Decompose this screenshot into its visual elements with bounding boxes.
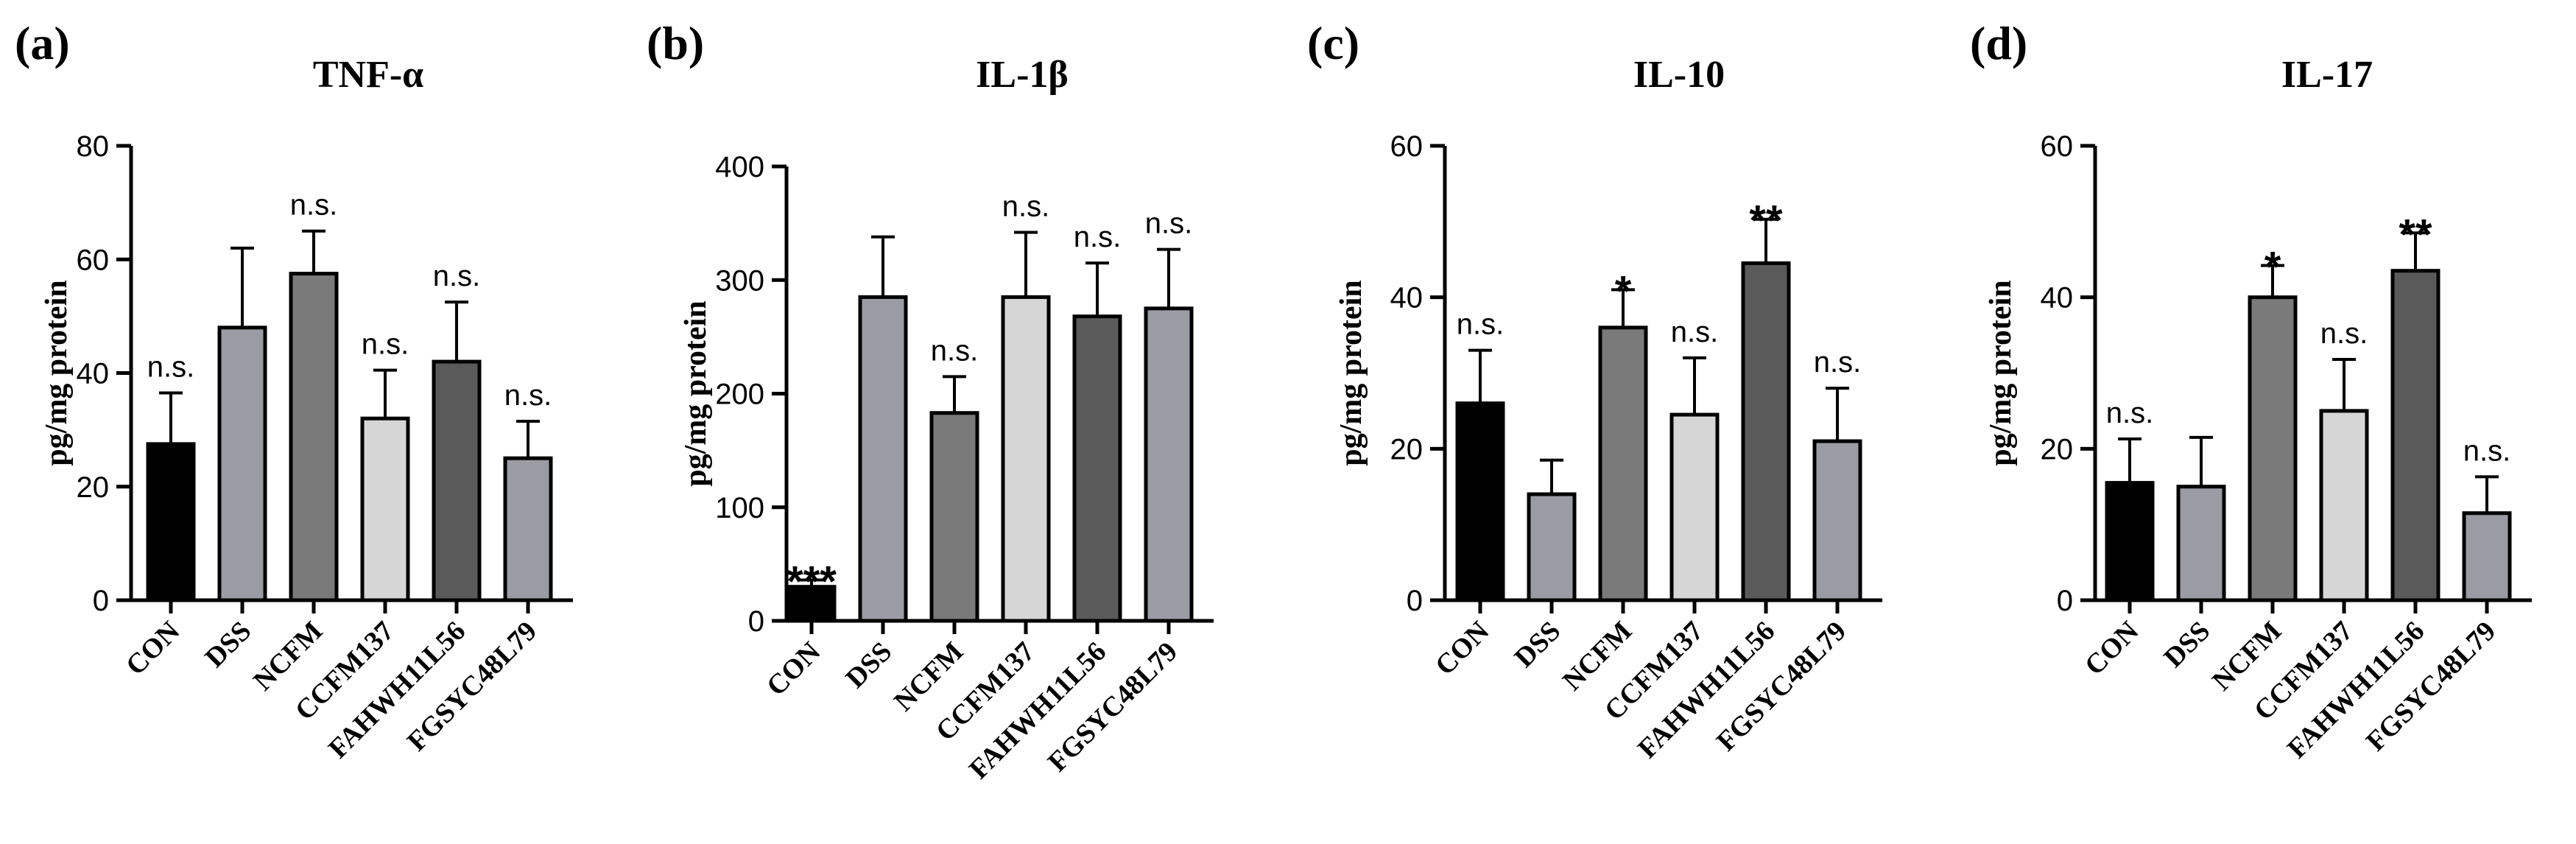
significance-label: n.s.: [2463, 435, 2510, 467]
y-axis-label: pg/mg protein: [1334, 280, 1368, 465]
bar-fahwh11l56: [432, 359, 482, 602]
y-tick-label: 0: [93, 585, 109, 617]
significance-label: **: [1749, 197, 1783, 245]
y-tick-label: 20: [2041, 433, 2074, 465]
chart-title: TNF-α: [313, 54, 423, 96]
y-tick-label: 200: [715, 379, 764, 411]
y-tick-label: 100: [715, 492, 764, 524]
bar-con: [1455, 401, 1505, 602]
bar-fahwh11l56: [2390, 269, 2440, 602]
significance-label: **: [2399, 211, 2432, 259]
y-axis-label: pg/mg protein: [679, 300, 713, 486]
bar-fgsyc48l79: [2462, 511, 2512, 602]
y-tick-label: 40: [77, 358, 110, 390]
y-tick-label: 40: [2041, 282, 2074, 314]
y-tick-label: 60: [1390, 130, 1424, 163]
x-tick-label: DSS: [840, 636, 898, 694]
y-tick-label: 40: [1390, 282, 1424, 314]
significance-label: n.s.: [504, 379, 552, 412]
significance-label: n.s.: [290, 189, 337, 222]
significance-label: *: [2264, 243, 2281, 291]
chart-panel-1: (a) TNF-α pg/mg protein 0 20 40 60 80 CON n.s. DSS…: [15, 17, 573, 764]
panel-label: (a): [15, 17, 70, 69]
y-tick-label: 20: [1390, 433, 1424, 465]
bar-ccfm137: [2319, 409, 2369, 602]
x-tick-label: CON: [2079, 616, 2144, 681]
significance-label: n.s.: [1002, 190, 1049, 222]
bar-ccfm137: [1669, 412, 1720, 602]
significance-label: n.s.: [2320, 317, 2368, 350]
bar-con: [146, 442, 196, 602]
y-tick-label: 300: [715, 264, 764, 297]
bar-fahwh11l56: [1741, 261, 1791, 602]
chart-title: IL-10: [1633, 54, 1725, 96]
x-tick-label: DSS: [2158, 616, 2216, 674]
significance-label: n.s.: [433, 260, 480, 292]
bar-dss: [217, 326, 267, 602]
x-tick-label: CON: [1429, 616, 1495, 681]
y-tick-label: 0: [1407, 585, 1423, 617]
significance-label: n.s.: [2106, 397, 2153, 429]
significance-label: ***: [786, 558, 837, 605]
panel-label: (d): [1970, 17, 2027, 69]
panel-label: (c): [1307, 17, 1359, 69]
y-axis-label: pg/mg protein: [1984, 280, 2018, 465]
chart-panel-2: (b) IL-1β pg/mg protein 0 100 200 300 400 CON ***…: [647, 17, 1214, 785]
y-axis-label: pg/mg protein: [40, 280, 74, 465]
y-tick-label: 60: [77, 244, 110, 276]
bar-ncfm: [929, 411, 979, 623]
bar-dss: [2176, 485, 2226, 602]
bar-fahwh11l56: [1072, 314, 1122, 623]
significance-label: n.s.: [362, 328, 409, 361]
chart-title: IL-1β: [976, 54, 1069, 96]
bar-fgsyc48l79: [503, 456, 553, 602]
significance-label: n.s.: [147, 351, 194, 383]
bar-dss: [858, 295, 908, 623]
bar-ccfm137: [360, 416, 410, 602]
bar-con: [2105, 481, 2155, 602]
bar-ncfm: [2248, 295, 2298, 602]
y-tick-label: 400: [715, 151, 764, 183]
panel-label: (b): [647, 17, 704, 69]
y-tick-label: 80: [77, 130, 110, 163]
y-tick-label: 0: [748, 605, 764, 638]
significance-label: n.s.: [1814, 346, 1861, 379]
significance-label: n.s.: [1145, 208, 1192, 240]
x-tick-label: CON: [120, 616, 186, 681]
bar-dss: [1527, 492, 1577, 602]
bar-fgsyc48l79: [1812, 439, 1862, 602]
x-tick-label: CON: [761, 636, 826, 702]
bar-ncfm: [1598, 326, 1648, 602]
significance-label: n.s.: [1074, 221, 1121, 253]
bar-fgsyc48l79: [1144, 306, 1194, 623]
y-tick-label: 0: [2057, 585, 2073, 617]
bar-ncfm: [289, 272, 339, 602]
bar-ccfm137: [1001, 295, 1051, 623]
significance-label: *: [1615, 267, 1632, 315]
chart-title: IL-17: [2281, 54, 2373, 96]
bar-con: [786, 585, 837, 623]
significance-label: n.s.: [1671, 316, 1718, 348]
significance-label: n.s.: [931, 334, 978, 367]
x-tick-label: DSS: [1508, 616, 1566, 674]
y-tick-label: 60: [2041, 130, 2074, 163]
y-tick-label: 20: [77, 471, 110, 504]
significance-label: n.s.: [1457, 309, 1504, 341]
x-tick-label: DSS: [199, 616, 257, 674]
